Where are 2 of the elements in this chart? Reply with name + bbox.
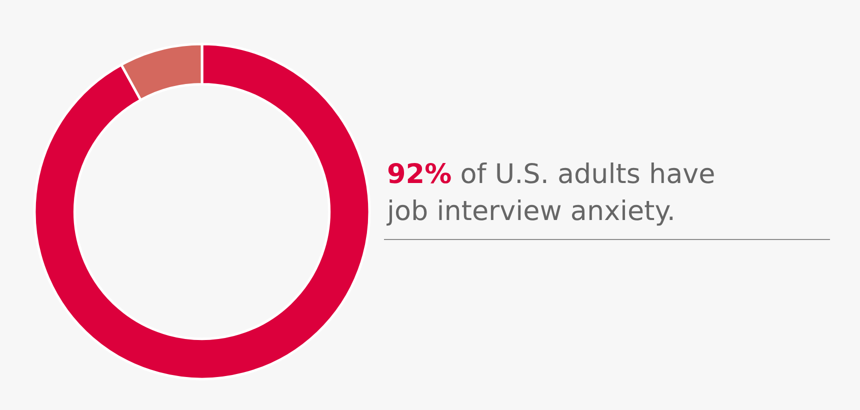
text: 92% of U.S. adults have job interview anxiety. [387,159,716,227]
donut-slice [33,42,371,380]
